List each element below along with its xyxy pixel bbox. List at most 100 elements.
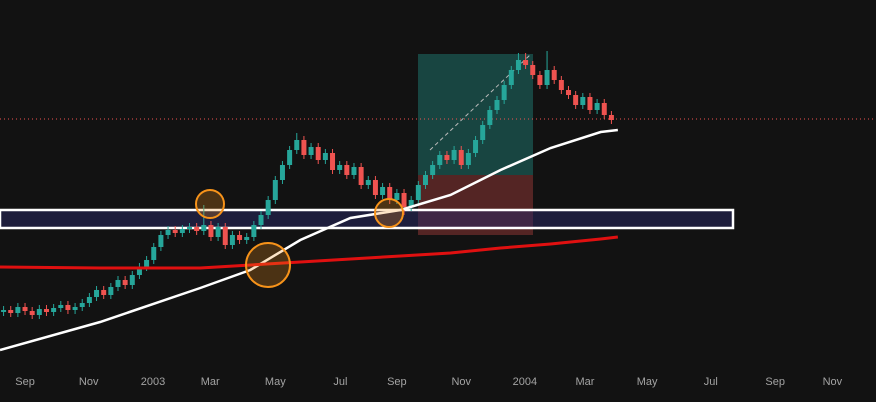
- candle-body: [8, 310, 14, 313]
- x-tick-label: 2003: [141, 376, 165, 388]
- candle-body: [473, 140, 479, 153]
- moving-average: [0, 235, 619, 270]
- x-tick-label: Mar: [575, 376, 594, 388]
- candle-body: [337, 165, 343, 170]
- candle-body: [129, 275, 135, 285]
- candle-body: [380, 187, 386, 195]
- candle-body: [194, 227, 200, 231]
- candle-body: [258, 215, 264, 225]
- highlight-circle: [245, 242, 291, 288]
- candle-body: [179, 229, 185, 233]
- candle-body: [115, 280, 121, 287]
- highlights: [195, 189, 404, 288]
- candle-body: [86, 297, 92, 303]
- x-tick-label: Jul: [704, 376, 718, 388]
- candle-body: [322, 153, 328, 160]
- candle-body: [487, 110, 493, 125]
- candle-body: [29, 311, 35, 315]
- candle-body: [172, 230, 178, 233]
- candle-body: [587, 97, 593, 110]
- candle-body: [222, 227, 228, 245]
- candle-body: [358, 167, 364, 185]
- candle-body: [101, 290, 107, 295]
- candle-body: [58, 305, 64, 308]
- candle-body: [265, 200, 271, 215]
- candle-body: [51, 308, 57, 312]
- x-tick-label: Nov: [823, 376, 843, 388]
- candle-body: [301, 140, 307, 155]
- candle-body: [566, 90, 572, 95]
- candle-body: [201, 225, 207, 231]
- candle-body: [394, 193, 400, 200]
- candle-body: [72, 307, 78, 310]
- candle-body: [537, 75, 543, 85]
- candle-body: [451, 150, 457, 160]
- candle-body: [144, 260, 150, 267]
- candle-body: [36, 309, 42, 315]
- candle-body: [515, 60, 521, 70]
- candle-body: [365, 180, 371, 185]
- candle-body: [65, 305, 71, 310]
- candle-body: [151, 247, 157, 260]
- candle-body: [244, 237, 250, 240]
- candle-body: [308, 147, 314, 155]
- candle-body: [22, 307, 28, 311]
- candle-body: [279, 165, 285, 180]
- x-tick-label: Nov: [451, 376, 471, 388]
- candle-body: [158, 235, 164, 247]
- candle-body: [523, 60, 529, 65]
- candle-body: [558, 80, 564, 90]
- candle-body: [580, 97, 586, 105]
- candle-body: [480, 125, 486, 140]
- drawings: [0, 54, 876, 235]
- candle-body: [458, 150, 464, 165]
- candle-body: [94, 290, 100, 297]
- highlight-circle: [374, 198, 404, 228]
- candle-body: [79, 303, 85, 307]
- candle-body: [494, 100, 500, 110]
- candle-body: [415, 185, 421, 200]
- candle-body: [437, 155, 443, 165]
- candle-body: [544, 70, 550, 85]
- candle-body: [315, 147, 321, 160]
- plot: [0, 51, 619, 352]
- x-tick-label: May: [265, 376, 286, 388]
- candle-body: [187, 227, 193, 229]
- candle-body: [387, 187, 393, 200]
- candle-body: [344, 165, 350, 175]
- candle-body: [136, 267, 142, 275]
- candle-body: [372, 180, 378, 195]
- candle-body: [594, 103, 600, 110]
- x-tick-label: 2004: [513, 376, 537, 388]
- candle-body: [530, 65, 536, 75]
- x-tick-label: Sep: [387, 376, 407, 388]
- candle-body: [272, 180, 278, 200]
- candle-body: [165, 230, 171, 235]
- candle-body: [287, 150, 293, 165]
- x-tick-label: Jul: [333, 376, 347, 388]
- x-tick-label: Sep: [765, 376, 785, 388]
- candle-body: [122, 280, 128, 285]
- candle-body: [401, 193, 407, 207]
- candle-body: [15, 307, 21, 313]
- candle-body: [351, 167, 357, 175]
- candle-body: [237, 235, 243, 240]
- candle-body: [330, 153, 336, 170]
- candle-body: [601, 103, 607, 115]
- candle-body: [465, 153, 471, 165]
- candle-body: [294, 140, 300, 150]
- x-tick-label: May: [637, 376, 658, 388]
- candle-body: [251, 225, 257, 237]
- candle-body: [215, 227, 221, 237]
- candle-body: [551, 70, 557, 80]
- candle-body: [208, 225, 214, 237]
- x-tick-label: Mar: [201, 376, 220, 388]
- candle-body: [444, 155, 450, 160]
- candle-body: [229, 235, 235, 245]
- candle-body: [508, 70, 514, 85]
- range-zone: [0, 208, 735, 230]
- candle-body: [408, 200, 414, 207]
- candle-body: [430, 165, 436, 175]
- x-tick-label: Sep: [15, 376, 35, 388]
